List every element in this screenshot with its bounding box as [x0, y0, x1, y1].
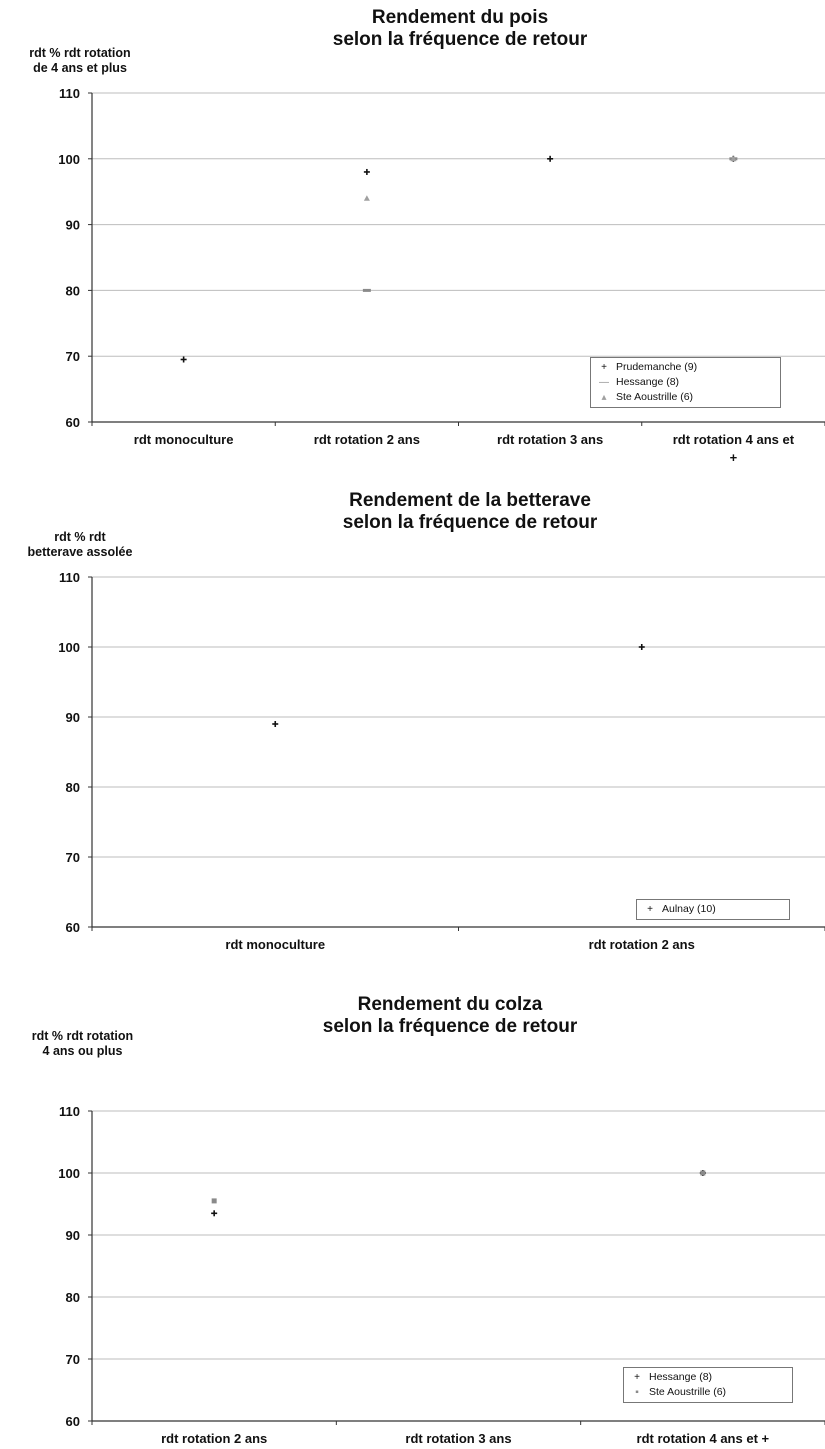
legend-entry: + Prudemanche (9) [597, 360, 774, 375]
legend: + Hessange (8) ▪ Ste Aoustrille (6) [623, 1367, 793, 1403]
legend-marker-icon: ▴ [601, 392, 607, 403]
x-tick-label: rdt rotation 3 ans [497, 432, 603, 447]
y-tick-label: 80 [66, 1290, 80, 1305]
y-tick-label: 90 [66, 1228, 80, 1243]
legend-marker-icon: + [634, 1372, 640, 1383]
chart-colza: Rendement du colza selon la fréquence de… [0, 970, 825, 1449]
x-tick-label: rdt rotation 2 ans [589, 937, 695, 952]
data-point [363, 168, 370, 175]
y-tick-label: 90 [66, 218, 80, 233]
legend-label: Aulnay (10) [662, 903, 716, 915]
data-point [180, 356, 187, 363]
x-tick-label: rdt rotation 2 ans [314, 432, 420, 447]
x-tick-label: rdt rotation 2 ans [161, 1431, 267, 1446]
chart-title: Rendement de la betterave selon la fréqu… [342, 490, 598, 533]
chart-betterave: Rendement de la betterave selon la fréqu… [0, 480, 825, 970]
y-tick-label: 100 [58, 152, 80, 167]
legend-entry: + Aulnay (10) [643, 902, 783, 917]
y-tick-label: 70 [66, 850, 80, 865]
data-point [700, 1170, 706, 1176]
legend: + Prudemanche (9) — Hessange (8) ▴ Ste Aoustr… [590, 357, 781, 408]
y-tick-label: 90 [66, 710, 80, 725]
data-point [272, 721, 279, 727]
y-tick-label: 80 [66, 283, 80, 298]
y-tick-label: 60 [66, 415, 80, 430]
y-axis-label: rdt % rdt rotation de 4 ans et plus [29, 46, 131, 75]
plot-area: 60 70 80 90 100 110 rdt rotation 2 ans rdt rota… [58, 1104, 825, 1446]
chart-title: Rendement du pois selon la fréquence de … [332, 7, 588, 50]
legend-entry: — Hessange (8) [597, 375, 774, 390]
y-axis-label: rdt % rdt rotation 4 ans ou plus [31, 1029, 134, 1058]
data-point [730, 155, 737, 162]
y-tick-label: 110 [59, 1104, 80, 1119]
y-tick-label: 80 [66, 780, 80, 795]
x-tick-label: rdt rotation 3 ans [405, 1431, 511, 1446]
x-tick-label: + [730, 450, 738, 465]
legend: + Aulnay (10) [636, 899, 790, 920]
data-point [638, 644, 645, 650]
plot-area: 60 70 80 90 100 110 rdt monoculture rdt rotatio… [58, 570, 825, 952]
y-tick-label: 100 [58, 1166, 80, 1181]
legend-label: Hessange (8) [616, 376, 680, 388]
x-tick-label: rdt rotation 4 ans et + [637, 1431, 770, 1446]
legend-entry: ▪ Ste Aoustrille (6) [630, 1385, 786, 1400]
x-tick-label: rdt rotation 4 ans et [673, 432, 795, 447]
data-point [363, 195, 370, 201]
chart-title: Rendement du colza selon la fréquence de… [322, 994, 578, 1037]
legend-entry: + Hessange (8) [630, 1370, 786, 1385]
chart-pois: Rendement du pois selon la fréquence de … [0, 0, 825, 480]
legend-entry: ▴ Ste Aoustrille (6) [597, 390, 774, 405]
y-tick-label: 60 [66, 920, 80, 935]
legend-label: Prudemanche (9) [616, 361, 698, 373]
y-tick-label: 110 [59, 86, 80, 101]
y-tick-label: 70 [66, 1352, 80, 1367]
x-tick-label: rdt monoculture [225, 937, 325, 952]
y-tick-label: 100 [58, 640, 80, 655]
legend-marker-icon: — [599, 377, 609, 388]
y-axis-label: rdt % rdt betterave assolée [27, 530, 133, 559]
legend-label: Hessange (8) [649, 1371, 713, 1383]
legend-label: Ste Aoustrille (6) [649, 1386, 727, 1398]
legend-marker-icon: + [601, 362, 607, 373]
y-tick-label: 70 [66, 349, 80, 364]
data-point [211, 1210, 218, 1217]
data-point [547, 155, 554, 162]
data-point [211, 1198, 217, 1204]
y-tick-label: 110 [59, 570, 80, 585]
plot-area: 60 70 80 90 100 110 rdt monoculture rdt rotatio… [58, 86, 825, 465]
legend-label: Ste Aoustrille (6) [616, 391, 694, 403]
data-point [362, 288, 371, 292]
x-tick-label: rdt monoculture [134, 432, 234, 447]
legend-marker-icon: ▪ [635, 1387, 639, 1398]
legend-marker-icon: + [647, 904, 653, 915]
y-tick-label: 60 [66, 1414, 80, 1429]
